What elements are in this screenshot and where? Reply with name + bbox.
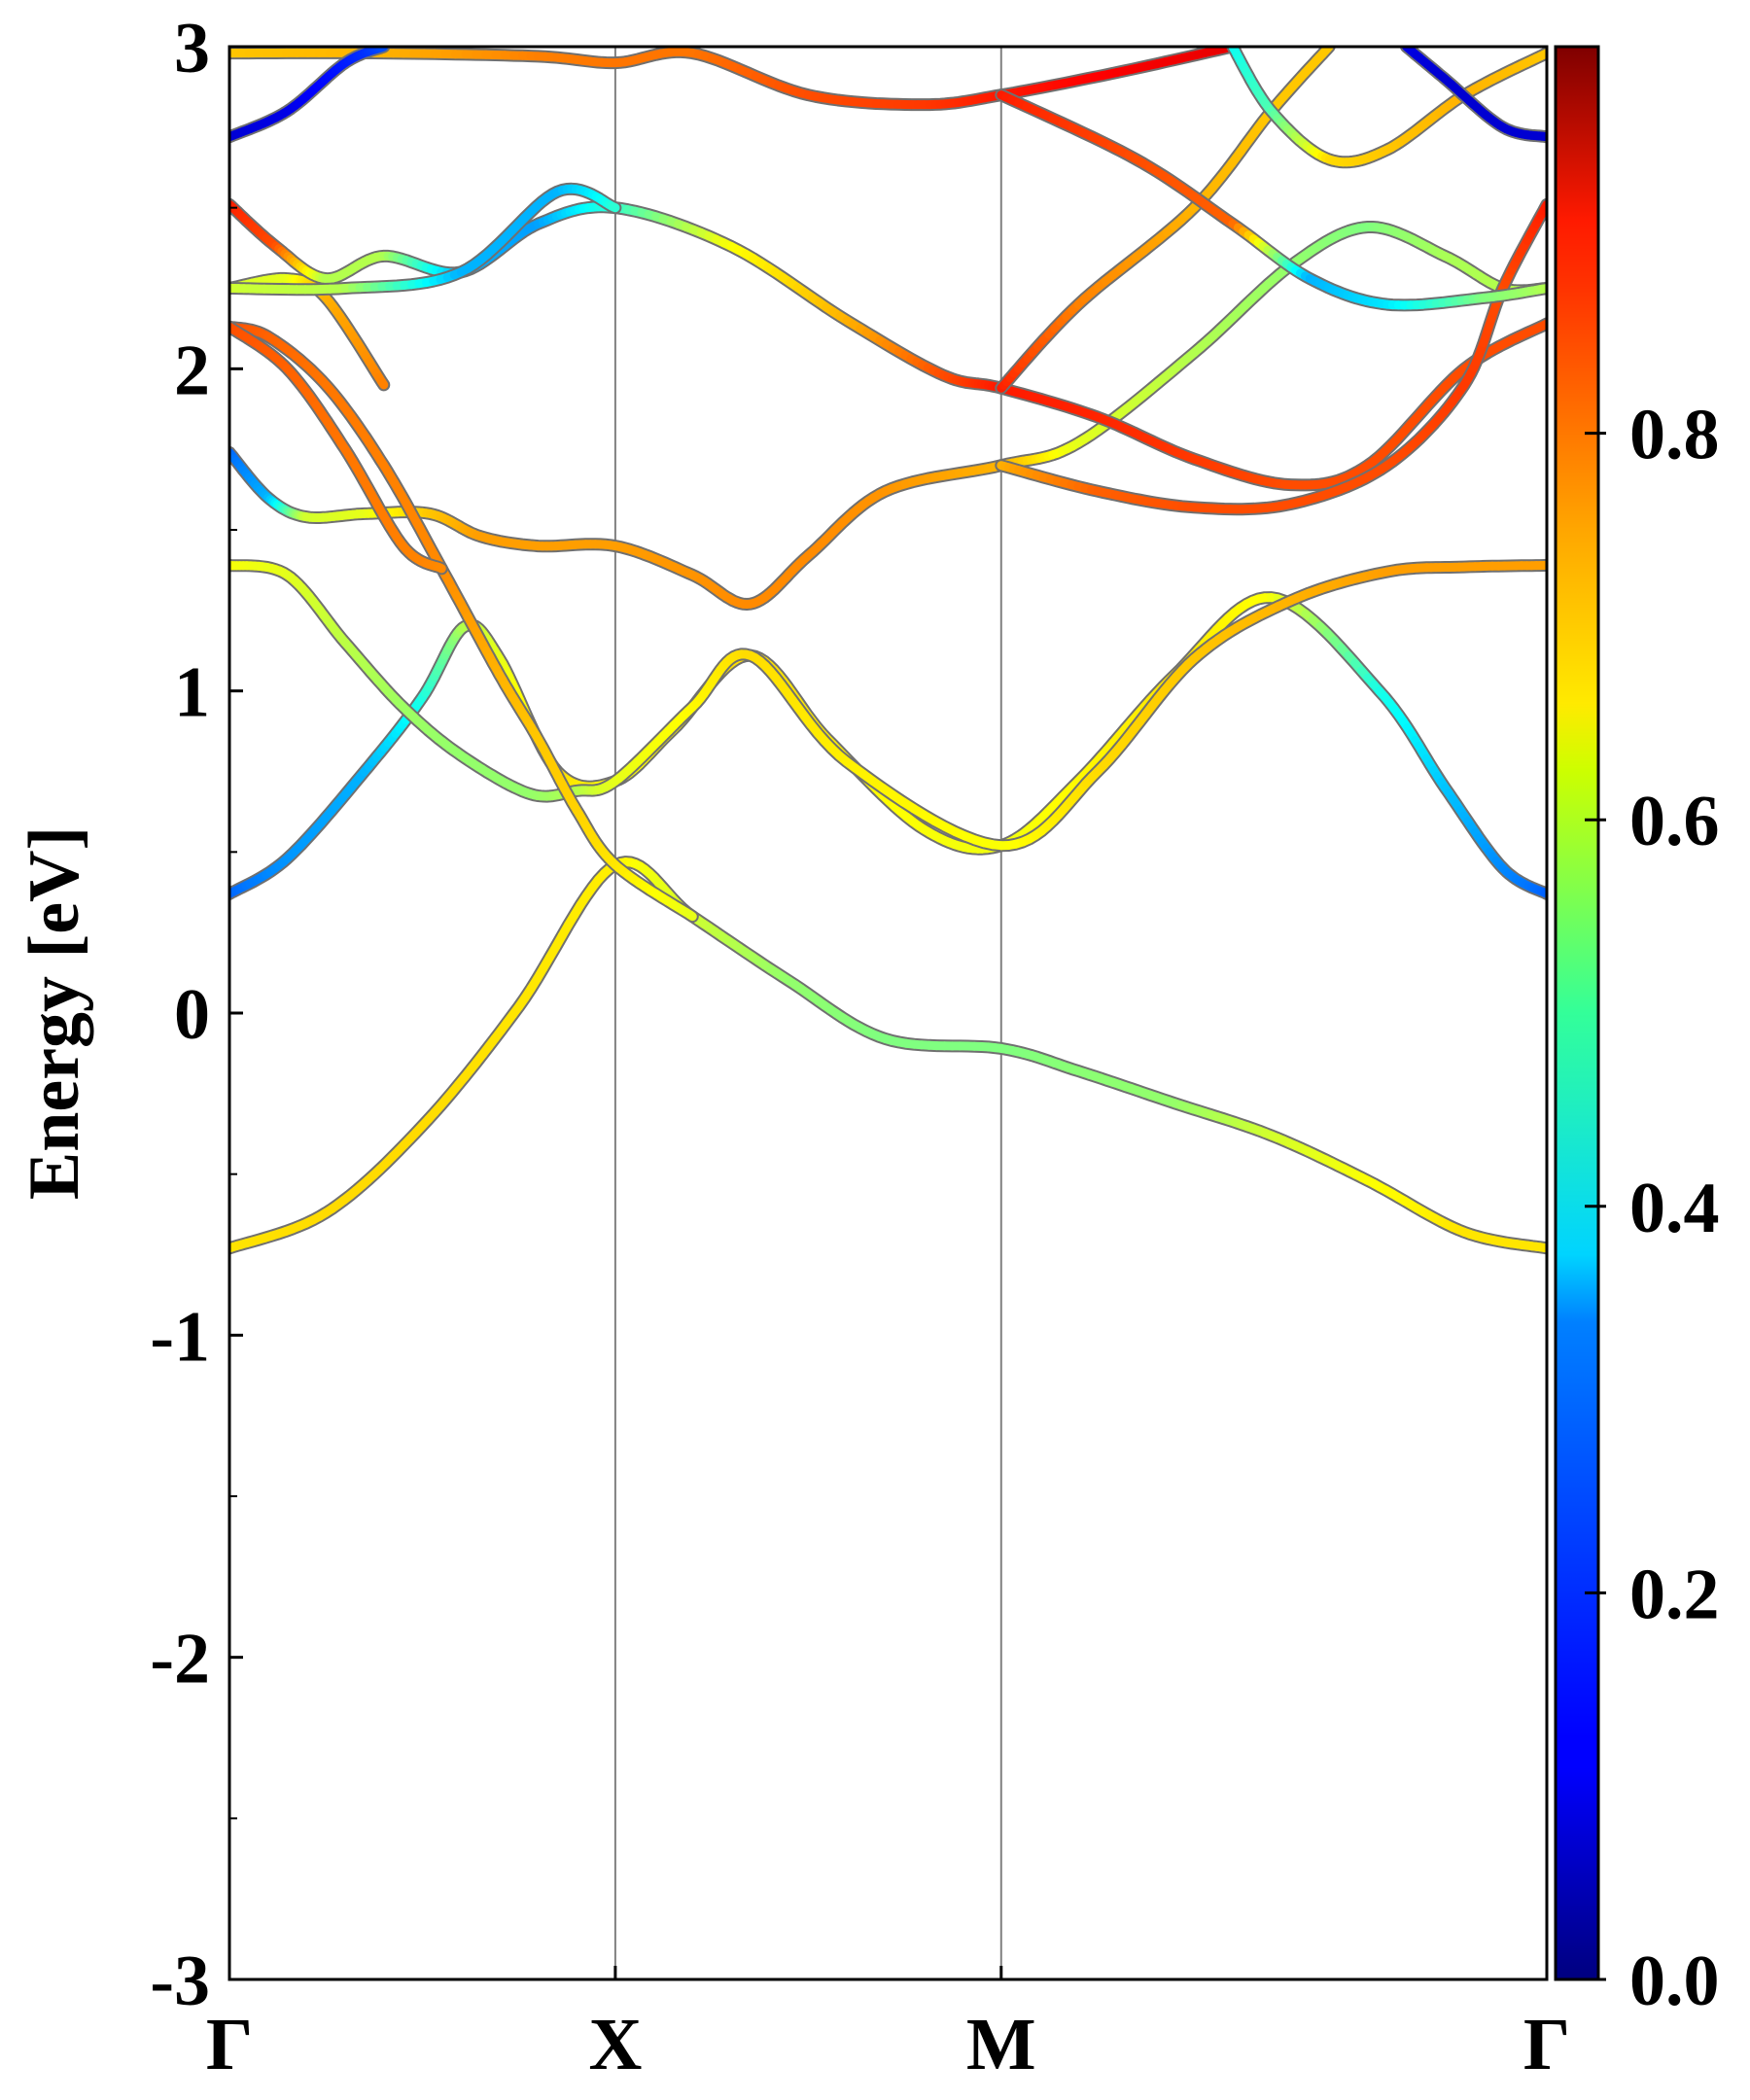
y-tick-label: 1 <box>174 653 210 733</box>
y-tick-label: -3 <box>150 1942 210 2021</box>
colorbar-tick-label: 0.2 <box>1629 1555 1720 1634</box>
plot-background <box>229 47 1547 1979</box>
band-line <box>995 197 1547 516</box>
y-tick-label: -1 <box>150 1297 210 1377</box>
band-line <box>229 558 1547 853</box>
colorbar-tick-label: 0.4 <box>1629 1169 1720 1248</box>
band-segment <box>684 910 697 922</box>
high-symmetry-lines <box>613 47 1002 1979</box>
colorbar <box>1554 45 1600 1981</box>
band-segment <box>436 563 446 574</box>
band-line <box>229 856 1547 1255</box>
y-tick-label: 0 <box>174 975 210 1055</box>
y-tick-label: -2 <box>150 1620 210 1699</box>
colorbar-tick-label: 0.6 <box>1629 782 1720 861</box>
x-tick-label: X <box>588 2004 642 2085</box>
y-tick-label: 3 <box>174 9 210 88</box>
band-line <box>229 182 622 297</box>
y-tick-label: 2 <box>174 331 210 410</box>
x-tick-label: Γ <box>206 2004 253 2085</box>
colorbar-tick-label: 0.0 <box>1629 1942 1720 2021</box>
band-line <box>1226 47 1547 169</box>
band-line <box>229 47 391 144</box>
colorbar-tick-label: 0.8 <box>1629 396 1720 475</box>
band-line <box>1400 47 1547 144</box>
band-line <box>229 47 1240 112</box>
band-line <box>995 88 1547 312</box>
band-segment <box>609 202 620 213</box>
colorbar-ticks: 0.0 0.2 0.4 0.6 0.8 <box>1585 396 1720 2021</box>
band-line <box>995 47 1336 395</box>
bands-layer <box>229 47 1547 1255</box>
y-axis-title: Energy [eV] <box>15 826 94 1200</box>
x-tick-label: Γ <box>1523 2004 1570 2085</box>
y-axis-ticks: -3 -2 -1 0 1 2 3 <box>150 9 243 2021</box>
band-line <box>229 320 448 576</box>
x-tick-label: M <box>966 2004 1036 2085</box>
band-segment <box>377 377 389 390</box>
